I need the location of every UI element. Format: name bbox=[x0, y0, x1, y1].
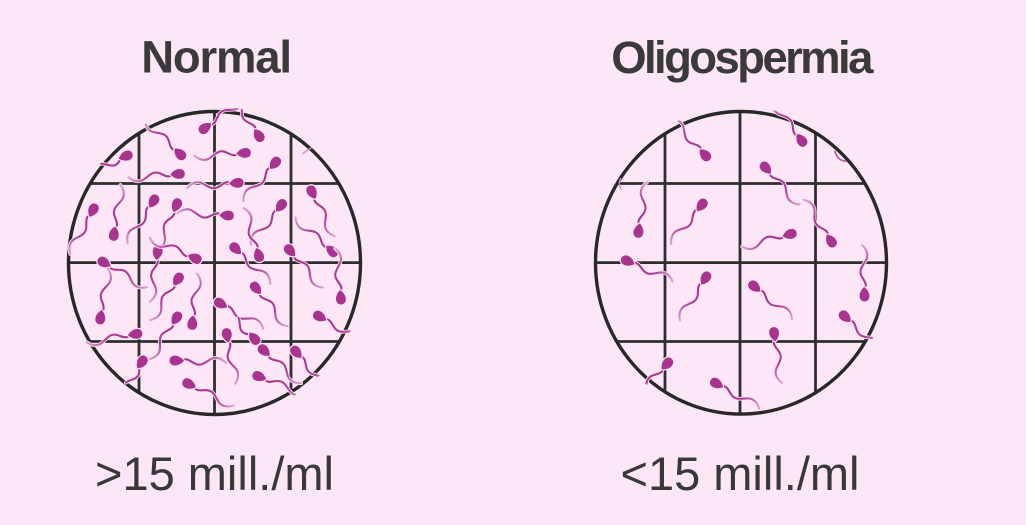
svg-text:<15 mill./ml: <15 mill./ml bbox=[621, 447, 860, 500]
svg-text:Oligospermia: Oligospermia bbox=[611, 32, 874, 83]
svg-text:>15 mill./ml: >15 mill./ml bbox=[95, 447, 334, 500]
svg-text:Normal: Normal bbox=[141, 32, 291, 83]
